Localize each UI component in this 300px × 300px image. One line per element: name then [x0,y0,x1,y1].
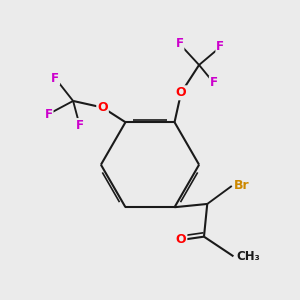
Text: O: O [176,86,186,99]
Text: F: F [45,107,52,121]
Text: O: O [176,233,186,246]
Text: Br: Br [233,179,249,193]
Text: CH₃: CH₃ [237,250,260,263]
Text: O: O [97,101,108,114]
Text: F: F [51,72,59,85]
Text: F: F [176,37,183,50]
Text: F: F [76,119,84,132]
Text: F: F [210,76,218,89]
Text: F: F [216,40,224,53]
